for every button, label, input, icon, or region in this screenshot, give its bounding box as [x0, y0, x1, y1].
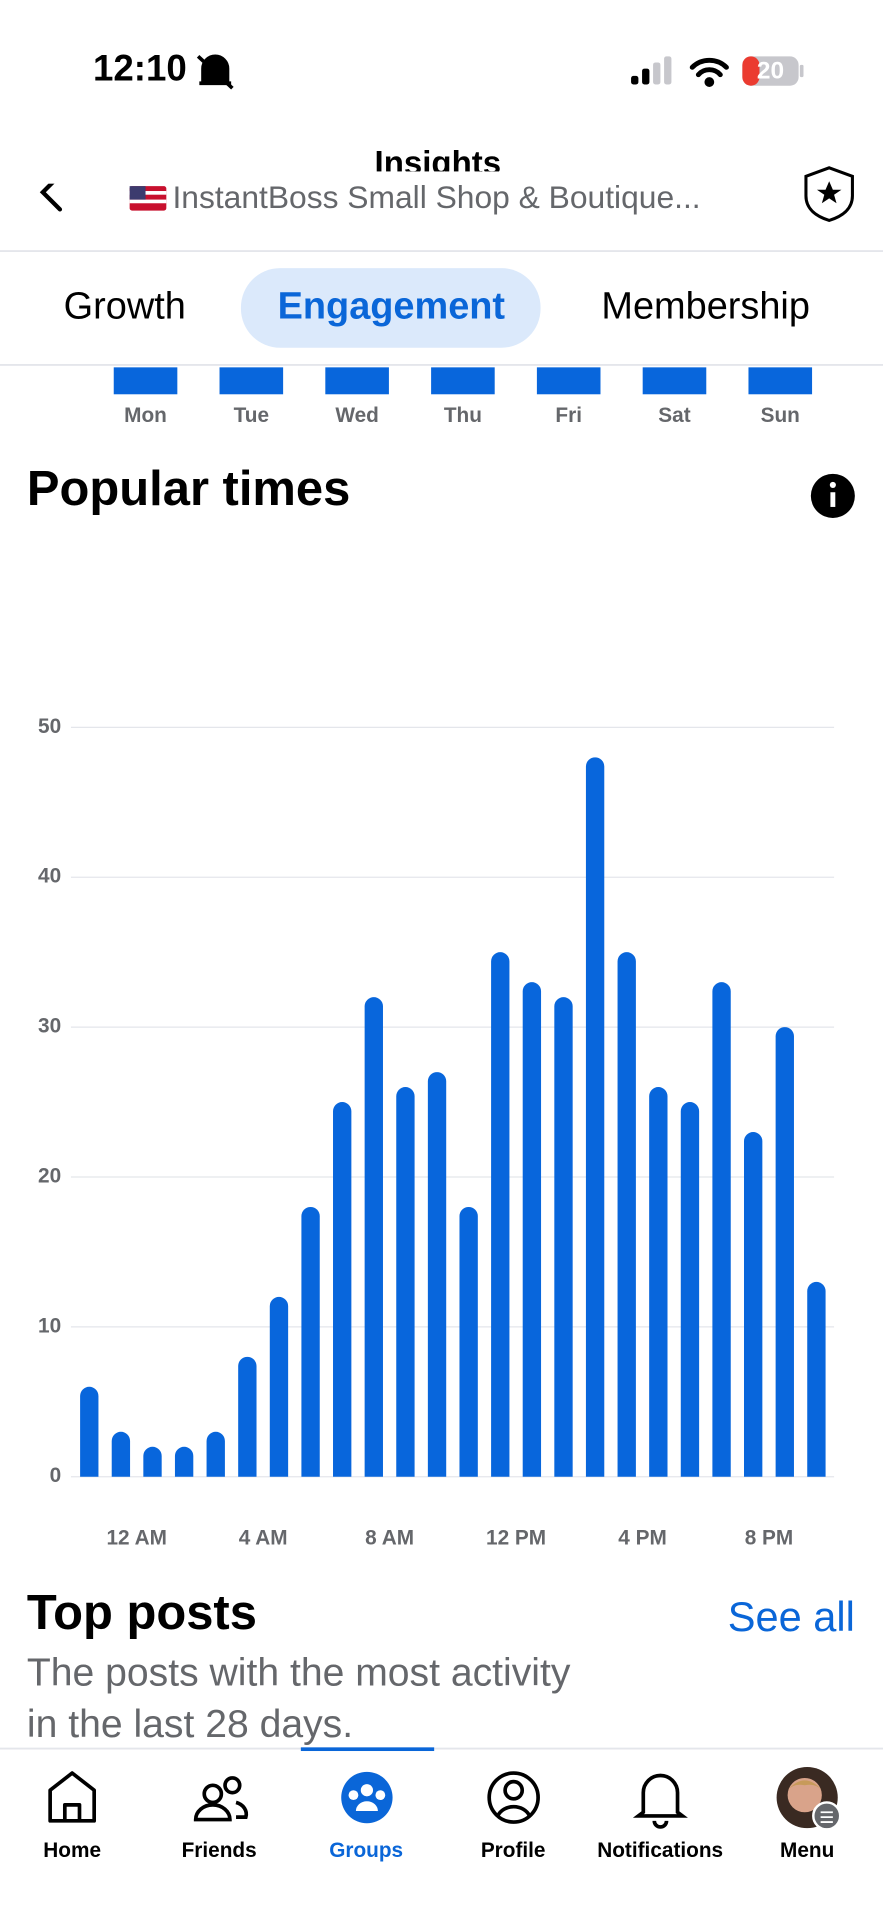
nav-label[interactable]: Menu [780, 1839, 834, 1862]
see-all-link[interactable]: See all [728, 1593, 855, 1640]
bar [807, 1281, 826, 1477]
nav-label[interactable]: Home [43, 1839, 101, 1862]
week-bar [431, 367, 495, 395]
bar [775, 1027, 794, 1477]
x-tick-label: 4 PM [618, 1527, 667, 1550]
description: in the last 28 days. [27, 1703, 353, 1746]
y-tick-label: 40 [38, 865, 61, 888]
week-bar [325, 367, 389, 395]
day-label: Fri [555, 404, 582, 427]
title-mask [0, 171, 883, 184]
friends-icon[interactable] [193, 1776, 249, 1822]
battery-level: 20 [757, 58, 784, 85]
menu-avatar[interactable] [776, 1766, 842, 1831]
nav-labels: Home Friends Groups Profile Notifications Men… [43, 1839, 834, 1862]
bar [111, 1431, 131, 1477]
x-tick-label: 12 AM [106, 1527, 166, 1550]
nav-label[interactable]: Friends [182, 1839, 257, 1862]
bar [269, 1296, 289, 1477]
description: The posts with the most activity [27, 1651, 571, 1694]
day-label: Tue [234, 404, 269, 427]
signal-icon [631, 56, 672, 85]
bar [174, 1446, 194, 1477]
week-bar [536, 367, 601, 395]
bar [333, 1102, 352, 1477]
week-bar [748, 367, 813, 395]
wifi-icon [689, 57, 729, 87]
battery-icon: 20 [742, 56, 804, 86]
y-tick-label: 10 [38, 1314, 61, 1337]
week-bar [113, 367, 178, 395]
groups-icon[interactable] [341, 1771, 393, 1824]
flag-icon [129, 186, 167, 211]
day-label: Mon [124, 404, 167, 427]
day-label: Sun [761, 404, 800, 427]
nav-bar [0, 1748, 883, 1920]
info-button[interactable] [810, 473, 855, 518]
bar [680, 1102, 700, 1477]
bar [396, 1087, 415, 1477]
bar [522, 982, 542, 1477]
bar [744, 1132, 763, 1477]
header-subtitle: InstantBoss Small Shop & Boutique... [172, 179, 700, 215]
x-tick-label: 8 PM [745, 1527, 794, 1550]
notifications-icon[interactable] [632, 1773, 688, 1829]
nav-label[interactable]: Notifications [597, 1839, 723, 1862]
bar [585, 757, 605, 1477]
day-label: Thu [444, 404, 482, 427]
bar [617, 952, 636, 1477]
week-bar [219, 367, 284, 395]
nav-label[interactable]: Profile [481, 1839, 546, 1862]
bar [427, 1072, 447, 1477]
bar [554, 997, 573, 1477]
bar [80, 1386, 99, 1477]
tab-active[interactable]: Engagement [278, 286, 506, 328]
active-tab-bg [240, 268, 541, 348]
bar [459, 1206, 478, 1477]
bar [649, 1087, 668, 1477]
tab[interactable]: Membership [601, 286, 810, 328]
week-bar [642, 367, 707, 395]
nav-label[interactable]: Groups [329, 1839, 403, 1862]
section-title: Popular times [27, 462, 350, 516]
admin-shield[interactable] [804, 166, 854, 223]
bar [491, 952, 510, 1477]
section-title: Top posts [27, 1586, 257, 1640]
bar [712, 982, 731, 1477]
bar [301, 1206, 320, 1477]
day-label: Wed [335, 404, 379, 427]
mute-icon [196, 54, 234, 90]
tab[interactable]: Growth [64, 286, 186, 328]
x-tick-label: 12 PM [486, 1527, 546, 1550]
week-chart: Mon Tue Wed Thu Fri Sat Sun [113, 367, 813, 427]
home-icon[interactable] [48, 1771, 97, 1823]
bar [238, 1356, 257, 1477]
profile-icon[interactable] [487, 1771, 540, 1824]
day-label: Sat [658, 404, 690, 427]
bar [364, 997, 383, 1477]
x-tick-label: 4 AM [239, 1527, 288, 1550]
scroll-indicator [300, 1747, 435, 1752]
x-tick-label: 8 AM [365, 1527, 414, 1550]
y-tick-label: 30 [38, 1015, 61, 1038]
y-tick-label: 20 [38, 1164, 61, 1187]
y-tick-label: 50 [38, 715, 61, 738]
clock: 12:10 [93, 48, 187, 89]
bar [143, 1446, 162, 1477]
y-tick-label: 0 [50, 1464, 62, 1487]
popular-times-chart: 0 10 20 30 40 50 12 AM 4 AM 8 AM 12 PM 4 PM 8 PM [38, 715, 835, 1550]
bar [206, 1431, 225, 1477]
